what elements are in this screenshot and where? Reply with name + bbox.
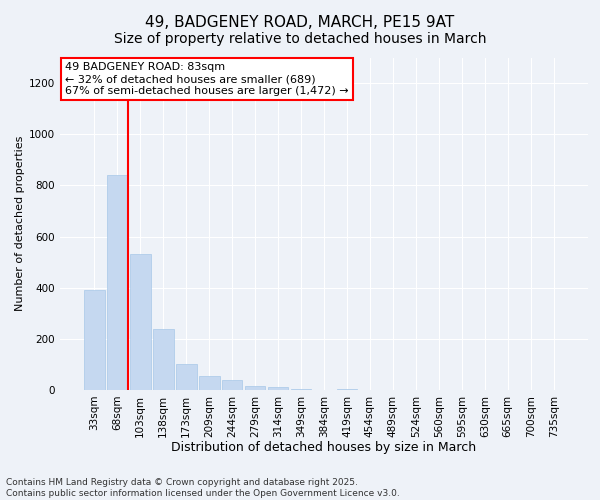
Text: 49 BADGENEY ROAD: 83sqm
← 32% of detached houses are smaller (689)
67% of semi-d: 49 BADGENEY ROAD: 83sqm ← 32% of detache… [65, 62, 349, 96]
Bar [107, 175, 128, 390]
Text: Size of property relative to detached houses in March: Size of property relative to detached ho… [114, 32, 486, 46]
Bar [268, 388, 289, 390]
Bar [153, 328, 173, 390]
Bar [290, 388, 311, 390]
Bar [130, 254, 151, 390]
Bar [199, 376, 220, 390]
Bar [245, 386, 265, 390]
X-axis label: Distribution of detached houses by size in March: Distribution of detached houses by size … [172, 441, 476, 454]
Bar [337, 388, 358, 390]
Bar [176, 364, 197, 390]
Bar [222, 380, 242, 390]
Y-axis label: Number of detached properties: Number of detached properties [15, 136, 25, 312]
Bar [84, 290, 104, 390]
Text: Contains HM Land Registry data © Crown copyright and database right 2025.
Contai: Contains HM Land Registry data © Crown c… [6, 478, 400, 498]
Text: 49, BADGENEY ROAD, MARCH, PE15 9AT: 49, BADGENEY ROAD, MARCH, PE15 9AT [145, 15, 455, 30]
